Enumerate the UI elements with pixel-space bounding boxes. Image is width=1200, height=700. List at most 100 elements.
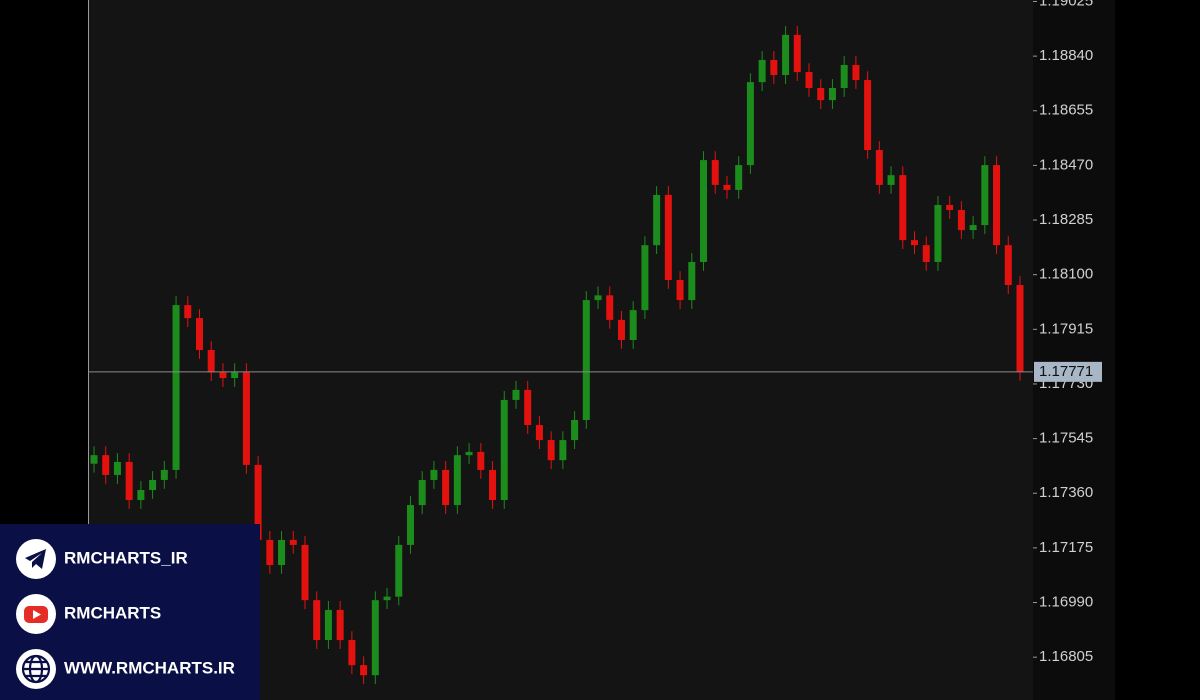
candle-body xyxy=(172,305,180,470)
candle-body xyxy=(957,210,965,231)
candle-body xyxy=(207,350,215,373)
candle-body xyxy=(430,469,438,480)
candle-body xyxy=(1004,245,1012,286)
last-price-label: 1.17771 xyxy=(1039,363,1093,380)
candle-body xyxy=(617,319,625,340)
price-axis xyxy=(1033,0,1115,700)
candle-body xyxy=(934,204,942,262)
last-price-box xyxy=(1034,361,1102,382)
candle-body xyxy=(90,455,98,464)
y-tick-label: 1.17175 xyxy=(1039,539,1093,556)
candle-body xyxy=(477,451,485,470)
candle-body xyxy=(219,372,227,379)
candle-body xyxy=(711,160,719,185)
candle-body xyxy=(102,455,110,475)
candle-body xyxy=(746,82,754,166)
candle-body xyxy=(231,372,239,379)
candle-body xyxy=(969,225,977,231)
candle-body xyxy=(840,64,848,89)
candle-body xyxy=(571,420,579,441)
candle-body xyxy=(313,600,321,641)
candle-body xyxy=(582,300,590,420)
y-tick-label: 1.18285 xyxy=(1039,211,1093,228)
candle-body xyxy=(160,469,168,480)
candle-body xyxy=(149,479,157,490)
y-tick-label: 1.16990 xyxy=(1039,594,1093,611)
y-tick-label: 1.18100 xyxy=(1039,266,1093,283)
candle-body xyxy=(184,305,192,319)
candles xyxy=(88,25,1033,685)
candle-body xyxy=(946,204,954,210)
candle-body xyxy=(735,165,743,190)
candle-body xyxy=(911,240,919,246)
y-tick-label: 1.19025 xyxy=(1039,0,1093,9)
y-tick-label: 1.18470 xyxy=(1039,156,1093,173)
candle-body xyxy=(547,440,555,461)
social-panel: RMCHARTS_IR RMCHARTS WWW.RMCHARTS.IR xyxy=(0,524,260,700)
y-tick-label: 1.17545 xyxy=(1039,430,1093,447)
candle-body xyxy=(512,389,520,400)
candle-body xyxy=(242,372,250,465)
candle-body xyxy=(266,539,274,566)
y-tick-label: 1.18655 xyxy=(1039,102,1093,119)
candle-body xyxy=(137,490,145,501)
candle-body xyxy=(899,175,907,241)
candle-body xyxy=(887,175,895,185)
candle-body xyxy=(723,184,731,190)
social-text: RMCHARTS_IR xyxy=(64,548,188,567)
candle-body xyxy=(594,295,602,301)
candle-body xyxy=(641,245,649,311)
candle-body xyxy=(606,295,614,320)
globe-glyph xyxy=(21,654,51,684)
social-text: RMCHARTS xyxy=(64,603,161,622)
candle-body xyxy=(1016,285,1024,372)
candle-body xyxy=(406,505,414,545)
y-tick-label: 1.17915 xyxy=(1039,320,1093,337)
candle-body xyxy=(500,399,508,501)
candle-body xyxy=(453,455,461,506)
candle-body xyxy=(418,479,426,506)
candle-body xyxy=(195,318,203,350)
candle-body xyxy=(348,640,356,666)
candle-body xyxy=(371,600,379,676)
candle-body xyxy=(758,59,766,83)
candle-body xyxy=(700,160,708,262)
candle-body xyxy=(664,194,672,280)
candle-body xyxy=(559,440,567,461)
candle-body xyxy=(805,72,813,89)
candle-body xyxy=(442,469,450,506)
candle-body xyxy=(125,461,133,501)
candle-body xyxy=(653,194,661,246)
candle-body xyxy=(535,425,543,441)
candle-body xyxy=(629,310,637,340)
candle-body xyxy=(793,34,801,73)
candle-body xyxy=(289,539,297,545)
y-axis: 1.19025 1.18840 1.18655 1.18470 1.18285 1.181… xyxy=(1033,0,1102,665)
y-tick-label: 1.17360 xyxy=(1039,484,1093,501)
candle-body xyxy=(981,165,989,226)
candle-body xyxy=(336,609,344,641)
candle-body xyxy=(395,544,403,597)
y-tick-label: 1.16805 xyxy=(1039,648,1093,665)
candle-body xyxy=(828,88,836,101)
candle-body xyxy=(489,469,497,501)
candle-body xyxy=(360,665,368,676)
candle-body xyxy=(676,280,684,301)
candle-body xyxy=(770,59,778,76)
candle-body xyxy=(688,261,696,301)
social-text: WWW.RMCHARTS.IR xyxy=(64,658,235,677)
candle-body xyxy=(817,88,825,101)
candle-body xyxy=(993,165,1001,246)
youtube-play xyxy=(33,610,41,619)
candle-body xyxy=(782,34,790,76)
candle-body xyxy=(324,609,332,641)
candle-body xyxy=(301,544,309,601)
candle-body xyxy=(278,539,286,566)
candle-body xyxy=(113,461,121,475)
candle-body xyxy=(864,80,872,151)
candle-body xyxy=(465,451,473,456)
candle-body xyxy=(922,245,930,262)
candle-body xyxy=(852,64,860,81)
y-tick-label: 1.18840 xyxy=(1039,47,1093,64)
